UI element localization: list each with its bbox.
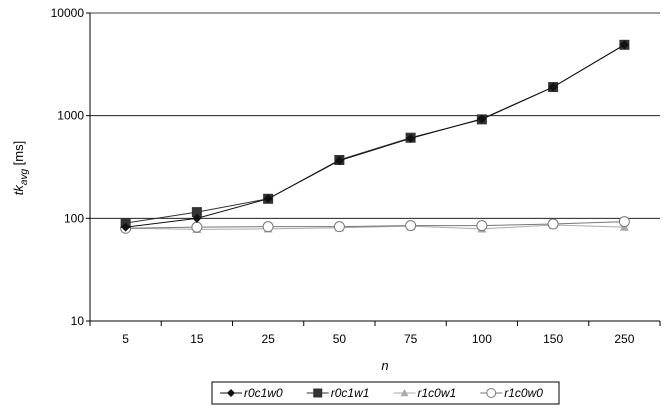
data-point — [333, 221, 345, 233]
data-point — [548, 82, 558, 92]
series-line — [125, 44, 625, 224]
data-point — [262, 221, 274, 233]
y-tick-label: 100 — [64, 211, 84, 225]
y-axis-label-sub: avg — [19, 169, 30, 186]
series-line — [125, 221, 625, 229]
x-axis-label: n — [381, 358, 388, 373]
x-tick-label: 15 — [190, 332, 204, 346]
series-line — [125, 44, 625, 228]
data-point — [618, 216, 630, 228]
y-tick-labels: 10 100 1000 10000 — [51, 6, 85, 328]
x-tick-label: 100 — [472, 332, 492, 346]
x-tick-label: 75 — [404, 332, 418, 346]
x-tick-labels: 5 15 25 50 75 100 150 250 — [122, 332, 634, 346]
y-tick-label: 10 — [71, 314, 85, 328]
series-line — [125, 224, 625, 230]
legend-marker — [400, 389, 409, 397]
data-point — [191, 207, 202, 218]
legend-marker — [486, 388, 497, 398]
x-tick-label: 50 — [333, 332, 347, 346]
data-point — [477, 114, 487, 124]
legend-box — [211, 381, 560, 405]
data-point — [191, 221, 203, 233]
y-tick-label: 10000 — [51, 6, 85, 20]
series-r0c1w1 — [120, 39, 630, 229]
legend-marker — [313, 388, 323, 398]
y-axis-label-unit: [ms] — [11, 141, 26, 169]
data-point — [547, 218, 559, 230]
gridlines — [86, 12, 660, 322]
axes — [89, 13, 661, 326]
y-tick-label: 1000 — [57, 109, 84, 123]
legend-item-r1c0w0: r1c0w0 — [480, 386, 543, 400]
data-point — [619, 40, 629, 50]
x-tick-label: 5 — [122, 332, 129, 346]
data-point — [121, 222, 131, 232]
data-point — [192, 213, 202, 223]
y-axis-label: tkavg [ms] — [11, 141, 30, 195]
legend: r0c1w0 r0c1w1 r1c0w1 r1c0w0 — [211, 381, 560, 405]
data-point — [476, 220, 488, 232]
legend-label: r0c1w0 — [244, 386, 283, 400]
legend-item-r0c1w1: r0c1w1 — [306, 386, 370, 400]
legend-item-r0c1w0: r0c1w0 — [220, 386, 283, 400]
x-tick-label: 250 — [614, 332, 634, 346]
x-tick-label: 25 — [261, 332, 275, 346]
legend-label: r1c0w0 — [504, 386, 543, 400]
data-point — [406, 133, 416, 143]
data-point — [405, 220, 417, 232]
legend-label: r0c1w1 — [331, 386, 370, 400]
legend-marker — [227, 389, 235, 397]
series-r0c1w0 — [121, 40, 629, 232]
legend-item-r1c0w1: r1c0w1 — [393, 386, 457, 400]
y-axis-label-main: tk — [11, 184, 26, 196]
legend-label: r1c0w1 — [418, 386, 457, 400]
series-layer — [120, 39, 630, 234]
data-point — [263, 194, 273, 204]
x-tick-label: 150 — [543, 332, 563, 346]
data-point — [334, 156, 344, 166]
